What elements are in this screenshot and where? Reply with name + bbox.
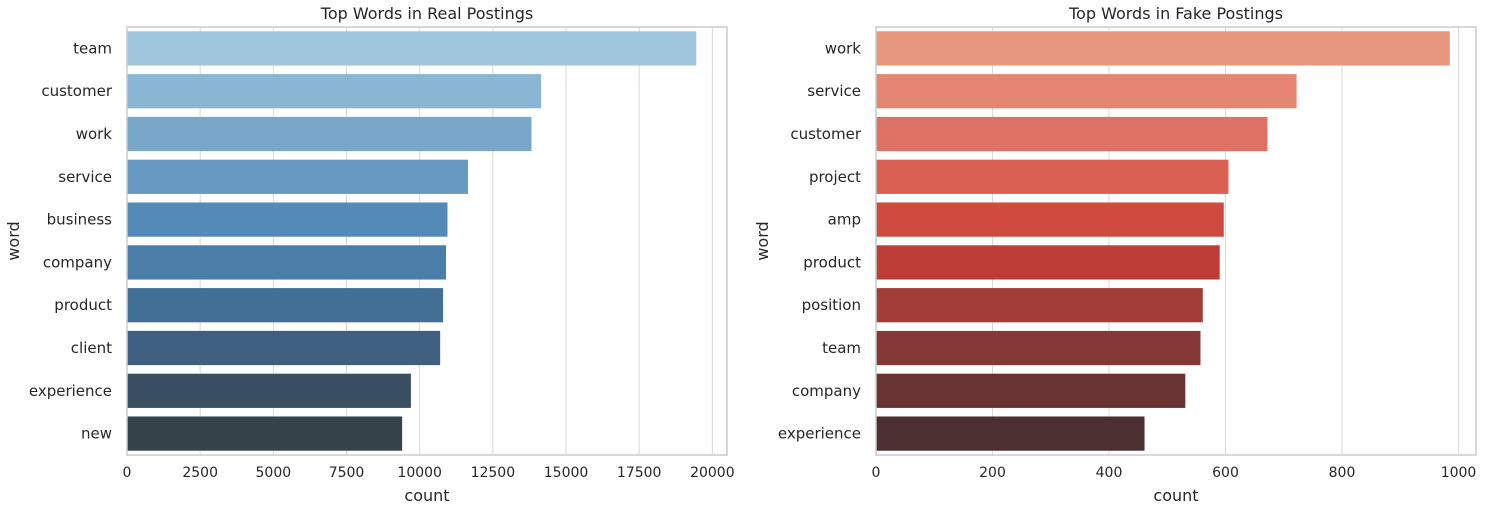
x-tick-label: 12500 [471,465,516,481]
y-tick-label: team [73,39,112,57]
bar-product [127,288,444,323]
bar-product [876,245,1220,280]
x-tick-label: 2500 [182,465,218,481]
bar-business [127,202,448,237]
y-axis-label: word [753,221,772,260]
x-tick-label: 20000 [690,465,735,481]
x-tick-label: 1000 [1441,465,1477,481]
x-tick-label: 17500 [617,465,662,481]
chart-panel-2: work service customer project amp product posi… [753,4,1477,505]
y-tick-label: work [825,39,862,57]
x-tick-label: 800 [1329,465,1356,481]
x-tick-label: 7500 [329,465,365,481]
y-tick-label: work [76,125,113,143]
y-tick-label: experience [778,425,861,443]
chart-panel-1: team customer work service business company pr… [4,4,735,505]
y-tick-label: business [47,211,113,229]
y-tick-label: experience [29,382,112,400]
bar-new [127,416,403,451]
bar-work [876,31,1450,66]
bar-work [127,116,532,152]
x-axis-label: count [404,486,449,505]
x-tick-label: 5000 [256,465,292,481]
bar-experience [876,416,1145,451]
y-tick-label: client [71,339,112,357]
x-tick-label: 10000 [397,465,442,481]
bar-project [876,159,1229,194]
y-tick-label: position [802,296,861,314]
bar-customer [876,116,1268,152]
y-tick-label: service [58,168,112,186]
bar-team [876,330,1201,366]
plot-frame [126,26,728,456]
bar-service [876,74,1297,109]
x-tick-label: 0 [872,465,881,481]
y-tick-label: new [81,425,112,443]
bar-service [127,159,468,194]
bar-team [127,31,697,66]
x-tick-label: 0 [123,465,132,481]
plot-frame [875,26,1477,456]
bar-position [876,288,1203,323]
y-axis-label: word [4,221,23,260]
bar-customer [127,74,542,109]
y-tick-label: product [54,296,112,314]
y-tick-label: customer [41,82,112,100]
bar-company [127,245,447,280]
chart-title: Top Words in Real Postings [320,4,533,23]
y-tick-label: customer [790,125,861,143]
y-tick-label: company [43,253,112,271]
y-tick-label: product [803,253,861,271]
x-tick-label: 400 [1096,465,1123,481]
x-tick-label: 200 [979,465,1006,481]
y-tick-label: team [822,339,861,357]
x-tick-label: 15000 [544,465,589,481]
bar-experience [127,373,411,408]
y-tick-label: project [809,168,861,186]
bar-amp [876,202,1224,237]
bar-company [876,373,1186,408]
y-tick-label: company [792,382,861,400]
x-tick-label: 600 [1212,465,1239,481]
bar-client [127,330,441,366]
y-tick-label: amp [828,211,861,229]
x-axis-label: count [1153,486,1198,505]
y-tick-label: service [807,82,861,100]
chart-title: Top Words in Fake Postings [1068,4,1283,23]
